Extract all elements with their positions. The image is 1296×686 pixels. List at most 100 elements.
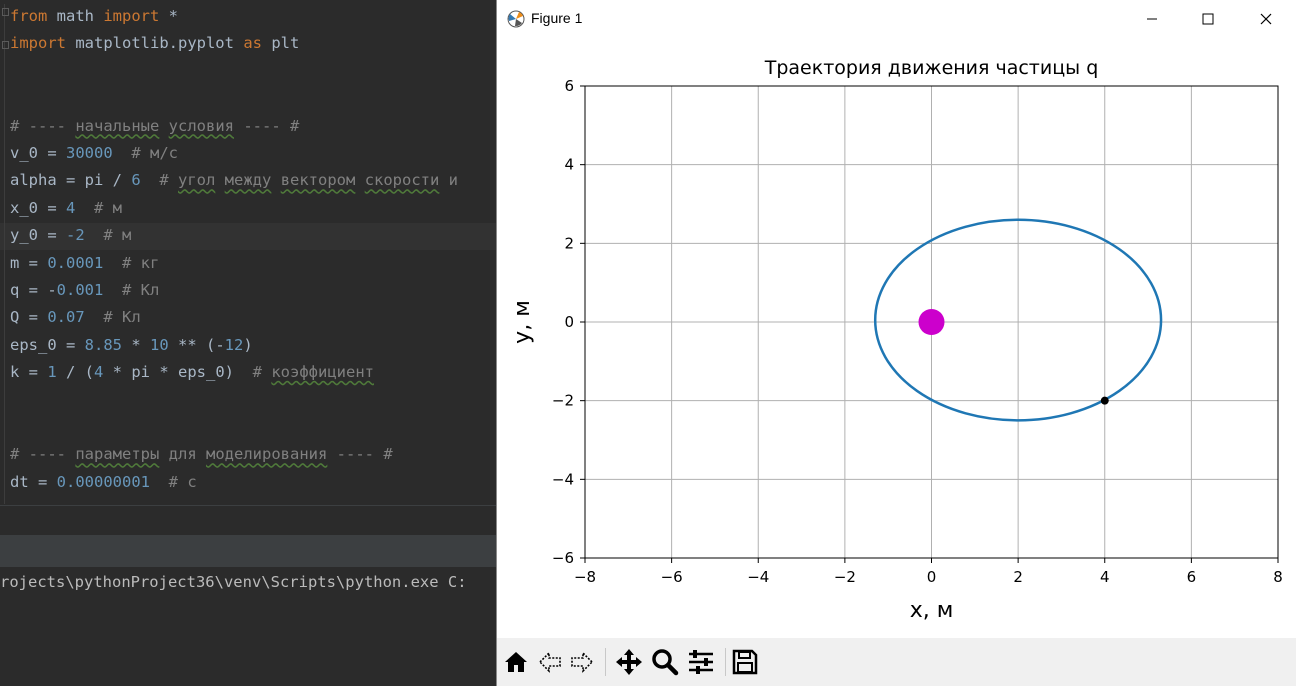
code-token: * xyxy=(121,335,150,354)
y-tick-label: 6 xyxy=(564,77,574,95)
home-button[interactable] xyxy=(500,646,532,678)
code-token: скорости xyxy=(364,171,440,190)
x-tick-label: −4 xyxy=(747,568,769,586)
x-tick-label: −6 xyxy=(661,568,683,586)
forward-button[interactable] xyxy=(566,646,598,678)
code-token: # xyxy=(252,363,272,382)
code-token: # Кл xyxy=(84,308,141,327)
code-token: * pi * eps_0) xyxy=(103,363,253,382)
code-token: 0.0001 xyxy=(47,253,104,272)
y-axis-label: y, м xyxy=(510,300,535,344)
console-command-line: rojects\pythonProject36\venv\Scripts\pyt… xyxy=(0,573,467,591)
matplotlib-figure-window: Figure 1 −8 −6 −4 −2 0 2 4 6 8 −6 −4 −2 0 2 4 6 Траекто… xyxy=(496,0,1296,686)
x-tick-label: −8 xyxy=(574,568,596,586)
code-token: 6 xyxy=(131,171,141,190)
code-token: y_0 = xyxy=(10,226,66,245)
maximize-icon xyxy=(1202,13,1214,25)
code-token: и xyxy=(439,171,459,190)
x-tick-label: −2 xyxy=(834,568,856,586)
code-editor[interactable]: from math import * import matplotlib.pypl… xyxy=(0,0,496,505)
code-line: dt = 0.00000001 # с xyxy=(10,469,197,496)
code-token: 12 xyxy=(224,335,244,354)
marker-charge-Q xyxy=(918,309,945,335)
code-token: для xyxy=(159,445,206,464)
code-token: 0.00000001 xyxy=(56,472,150,491)
code-token: import xyxy=(103,7,160,25)
code-line: m = 0.0001 # кг xyxy=(10,250,159,277)
x-tick-label: 8 xyxy=(1273,568,1283,586)
y-tick-label: −2 xyxy=(552,392,574,410)
x-tick-label: 6 xyxy=(1187,568,1197,586)
fold-marker-icon[interactable] xyxy=(2,41,9,49)
y-tick-label: 4 xyxy=(564,156,574,174)
chart-title: Траектория движения частицы q xyxy=(764,57,1099,79)
x-tick-label: 0 xyxy=(927,568,937,586)
code-token: ---- # xyxy=(327,445,393,464)
code-token: import xyxy=(10,34,66,53)
minimize-button[interactable] xyxy=(1123,0,1181,38)
code-token: # кг xyxy=(103,253,160,272)
pan-move-icon xyxy=(616,649,642,675)
code-token: # м xyxy=(84,226,132,245)
code-token: условия xyxy=(168,116,234,135)
window-titlebar[interactable]: Figure 1 xyxy=(497,0,1296,38)
code-token: ---- # xyxy=(234,116,300,135)
back-button[interactable] xyxy=(534,646,566,678)
configure-subplots-button[interactable] xyxy=(685,646,717,678)
series-layer xyxy=(873,218,1163,422)
code-token xyxy=(271,171,280,189)
code-token: параметры xyxy=(75,445,160,464)
code-token: # Кл xyxy=(103,281,160,299)
code-token: # м xyxy=(75,198,123,217)
code-line: eps_0 = 8.85 * 10 ** (-12) xyxy=(10,332,253,359)
code-token: q = - xyxy=(10,281,57,299)
code-token: v_0 = xyxy=(10,144,66,162)
run-console[interactable]: rojects\pythonProject36\venv\Scripts\pyt… xyxy=(0,567,496,686)
code-token: 0.001 xyxy=(56,281,104,299)
window-title: Figure 1 xyxy=(531,10,583,26)
save-button[interactable] xyxy=(729,646,761,678)
marker-particle-q xyxy=(1100,396,1109,405)
code-token: # м/с xyxy=(112,144,178,162)
code-token: # ---- xyxy=(10,116,76,135)
code-token: -2 xyxy=(66,226,85,245)
forward-arrow-icon xyxy=(571,651,594,673)
code-token: alpha = pi / xyxy=(10,171,132,190)
code-token: ** (- xyxy=(168,335,225,354)
zoom-button[interactable] xyxy=(649,646,681,678)
maximize-button[interactable] xyxy=(1179,0,1237,38)
matplotlib-logo-icon xyxy=(507,10,525,28)
code-token: моделирования xyxy=(206,445,328,464)
y-tick-label: −4 xyxy=(552,470,574,488)
code-token: 4 xyxy=(66,198,76,217)
run-tool-window-header xyxy=(0,535,496,567)
zoom-magnifier-icon xyxy=(652,649,679,676)
save-floppy-icon xyxy=(732,649,758,675)
panel-splitter[interactable] xyxy=(0,505,496,535)
code-token: # xyxy=(140,171,178,190)
code-token: 0.07 xyxy=(47,308,85,327)
code-token: начальные xyxy=(75,116,160,135)
code-line: q = -0.001 # Кл xyxy=(10,277,159,304)
fold-marker-icon[interactable] xyxy=(2,8,9,16)
code-token: 4 xyxy=(94,363,104,382)
code-token: matplotlib.pyplot xyxy=(66,34,244,53)
gutter-divider xyxy=(4,4,5,504)
back-arrow-icon xyxy=(538,651,561,673)
code-token: ) xyxy=(243,335,253,354)
code-token: 1 xyxy=(47,363,57,382)
code-line: from math import * xyxy=(10,3,178,30)
code-token: from xyxy=(10,7,48,25)
configure-subplots-icon xyxy=(689,650,713,674)
code-token: * xyxy=(159,7,178,25)
pan-button[interactable] xyxy=(613,646,645,678)
code-token: eps_0 = xyxy=(10,335,85,354)
x-tick-label: 4 xyxy=(1100,568,1110,586)
toolbar-separator xyxy=(605,648,606,676)
code-token: math xyxy=(47,7,104,25)
toolbar-separator xyxy=(725,648,726,676)
code-token: 8.85 xyxy=(84,335,122,354)
close-button[interactable] xyxy=(1237,0,1295,38)
